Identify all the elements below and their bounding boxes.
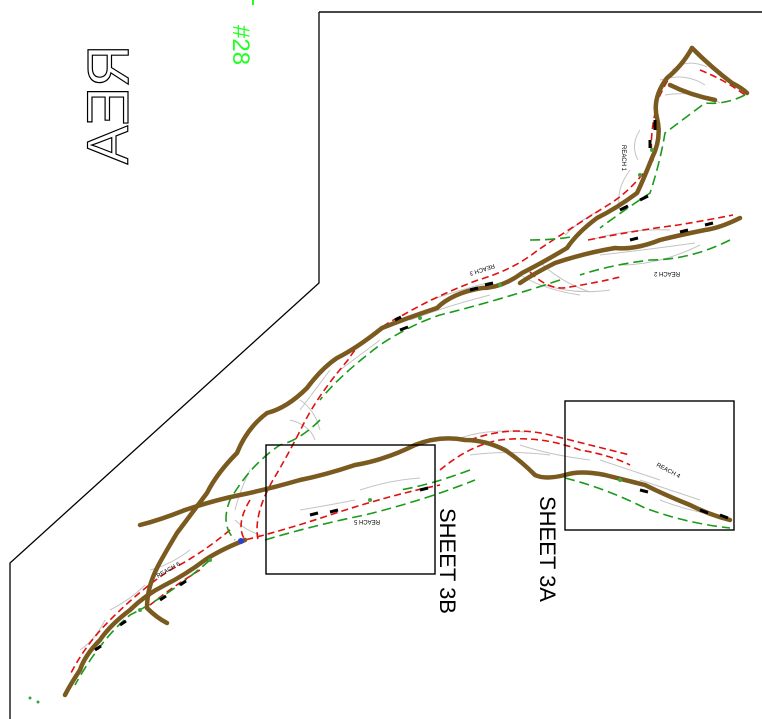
sheet-3b-label: SHEET 3B xyxy=(435,508,460,614)
vegetation-dots xyxy=(28,148,654,704)
reach-1-label: REACH 1 xyxy=(620,145,626,172)
stream-centerlines xyxy=(62,45,750,698)
reach-3-label: REACH 3 xyxy=(468,262,495,276)
reach-4-label: REACH 4 xyxy=(655,462,681,480)
stream-reach-6 xyxy=(62,537,248,698)
sheet-3a-label: SHEET 3A xyxy=(535,496,560,602)
tag-number: #28 xyxy=(227,25,254,65)
stream-reach-4 xyxy=(137,436,733,528)
sheet-3b-frame xyxy=(265,444,436,575)
structure-marks xyxy=(94,120,729,652)
drawing-title-fragment: REA xyxy=(76,45,141,165)
junction-marker xyxy=(238,538,244,544)
reach-2-label: REACH 2 xyxy=(653,270,680,276)
reach-5-label: REACH 5 xyxy=(353,518,380,524)
sheet-3a-frame xyxy=(564,400,735,531)
green-dashed-limits xyxy=(74,94,746,686)
stream-reach-2 xyxy=(517,215,743,286)
plan-boundary-line xyxy=(9,11,762,719)
stream-reach-1 xyxy=(144,45,695,626)
